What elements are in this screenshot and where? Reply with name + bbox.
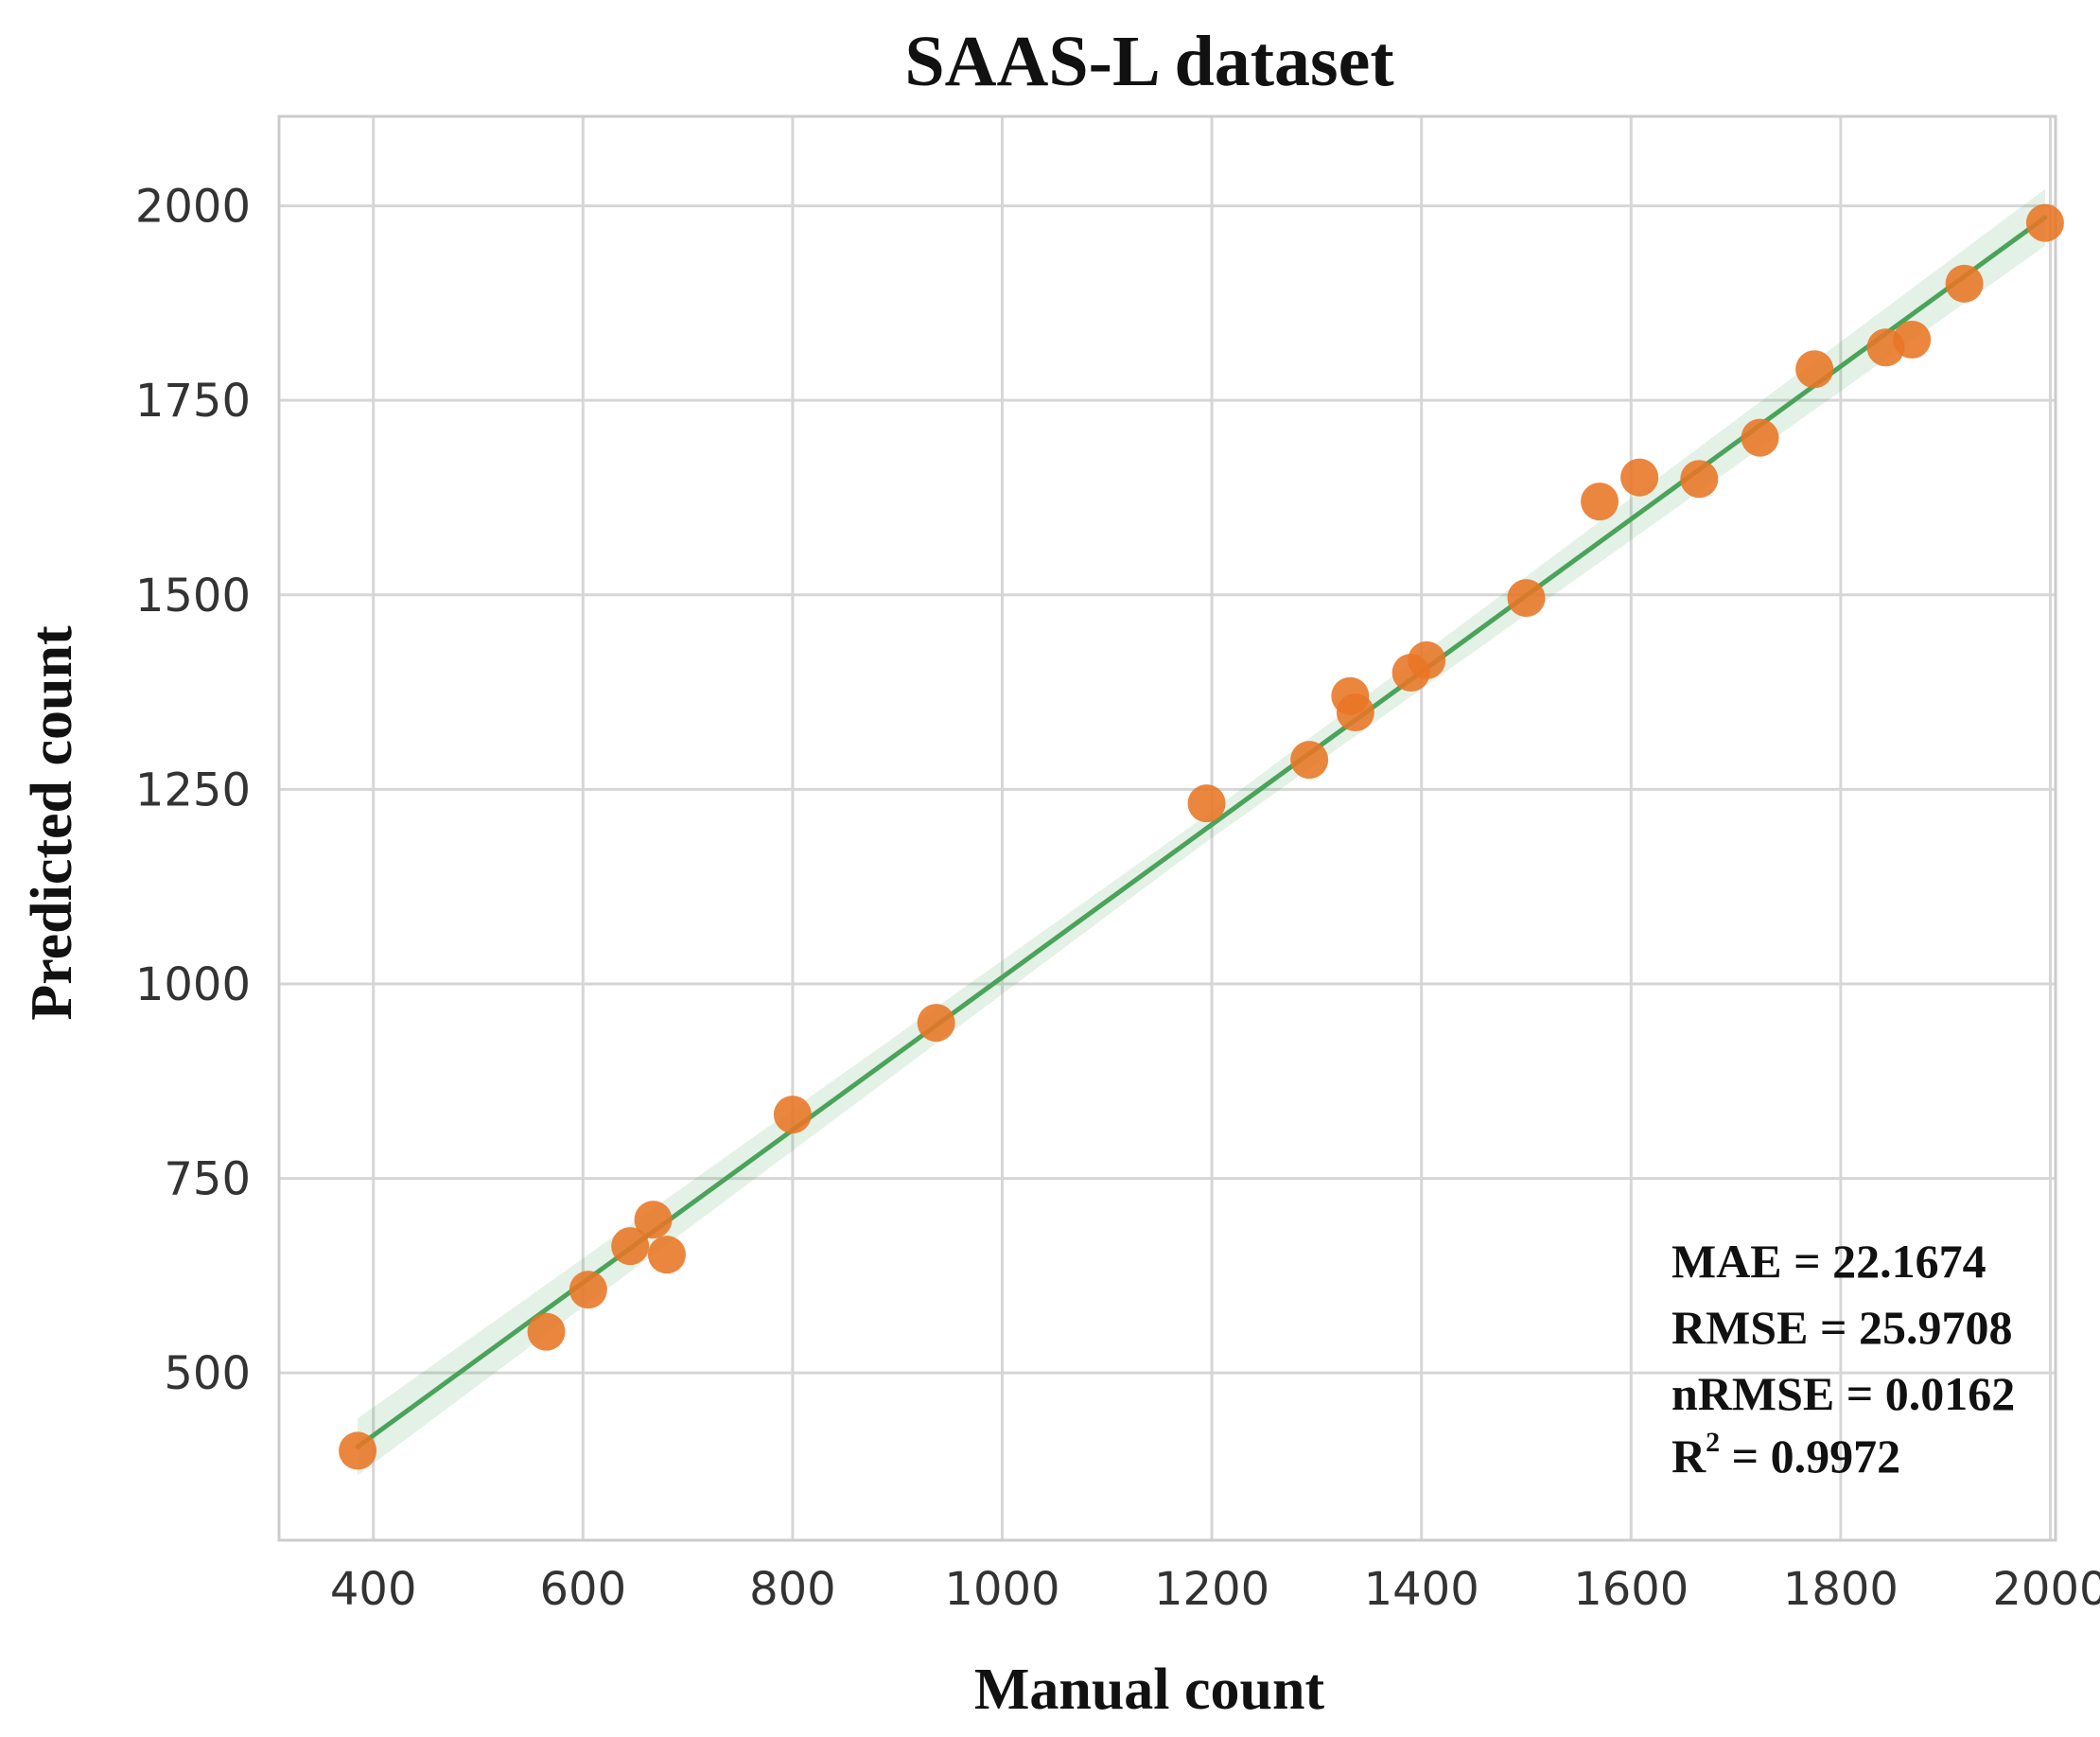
x-tick-label: 1200 — [1154, 1563, 1269, 1616]
x-axis-title: Manual count — [974, 1658, 1325, 1722]
y-tick-label: 1250 — [135, 763, 251, 816]
r2-value: = 0.9972 — [1720, 1430, 1900, 1483]
rmse-text: RMSE = 25.9708 — [1671, 1301, 2012, 1354]
data-point — [1680, 460, 1719, 499]
r2-exponent: 2 — [1706, 1427, 1720, 1458]
data-point — [1187, 784, 1226, 823]
x-tick-label: 400 — [330, 1563, 417, 1616]
data-point — [1581, 482, 1619, 521]
chart-title: SAAS-L dataset — [904, 22, 1393, 101]
x-tick-label: 800 — [749, 1563, 836, 1616]
y-tick-label: 2000 — [135, 181, 251, 234]
x-tick-label: 1800 — [1783, 1563, 1899, 1616]
metrics-annotation: MAE = 22.1674 RMSE = 25.9708 nRMSE = 0.0… — [1671, 1235, 2015, 1483]
data-point — [1408, 640, 1446, 679]
data-point — [611, 1227, 650, 1266]
r2-text: R2 = 0.9972 — [1671, 1427, 1900, 1483]
data-point — [569, 1271, 607, 1309]
data-point — [2025, 203, 2064, 242]
data-point — [647, 1236, 686, 1274]
data-point — [917, 1004, 955, 1043]
y-tick-label: 1500 — [135, 570, 251, 623]
data-point — [773, 1096, 812, 1134]
x-tick-label: 600 — [539, 1563, 626, 1616]
x-tick-label: 2000 — [1992, 1563, 2100, 1616]
data-point — [527, 1312, 566, 1351]
nrmse-text: nRMSE = 0.0162 — [1671, 1367, 2015, 1420]
data-point — [1945, 264, 1984, 303]
y-tick-label: 750 — [164, 1153, 251, 1206]
data-point — [1741, 418, 1779, 457]
gridlines — [279, 116, 2056, 1540]
r2-prefix: R — [1671, 1430, 1706, 1483]
y-tick-label: 1750 — [135, 375, 251, 428]
y-tick-label: 1000 — [135, 958, 251, 1011]
data-points — [339, 203, 2064, 1470]
y-tick-label: 500 — [164, 1347, 251, 1400]
data-point — [1795, 350, 1834, 389]
data-point — [339, 1431, 377, 1470]
plot-frame — [277, 114, 2057, 1542]
x-tick-label: 1000 — [944, 1563, 1059, 1616]
data-point — [1893, 321, 1932, 360]
data-point — [634, 1201, 673, 1239]
data-point — [1290, 741, 1329, 780]
mae-text: MAE = 22.1674 — [1671, 1235, 1986, 1288]
y-axis-title: Predicted count — [20, 625, 84, 1021]
tick-labels: 400 600 800 1000 1200 1400 1600 1800 2000 500 750 1… — [135, 181, 2100, 1616]
x-tick-label: 1400 — [1364, 1563, 1479, 1616]
data-point — [1620, 458, 1659, 497]
x-tick-label: 1600 — [1573, 1563, 1689, 1616]
data-point — [1507, 579, 1546, 618]
data-point — [1336, 693, 1374, 731]
